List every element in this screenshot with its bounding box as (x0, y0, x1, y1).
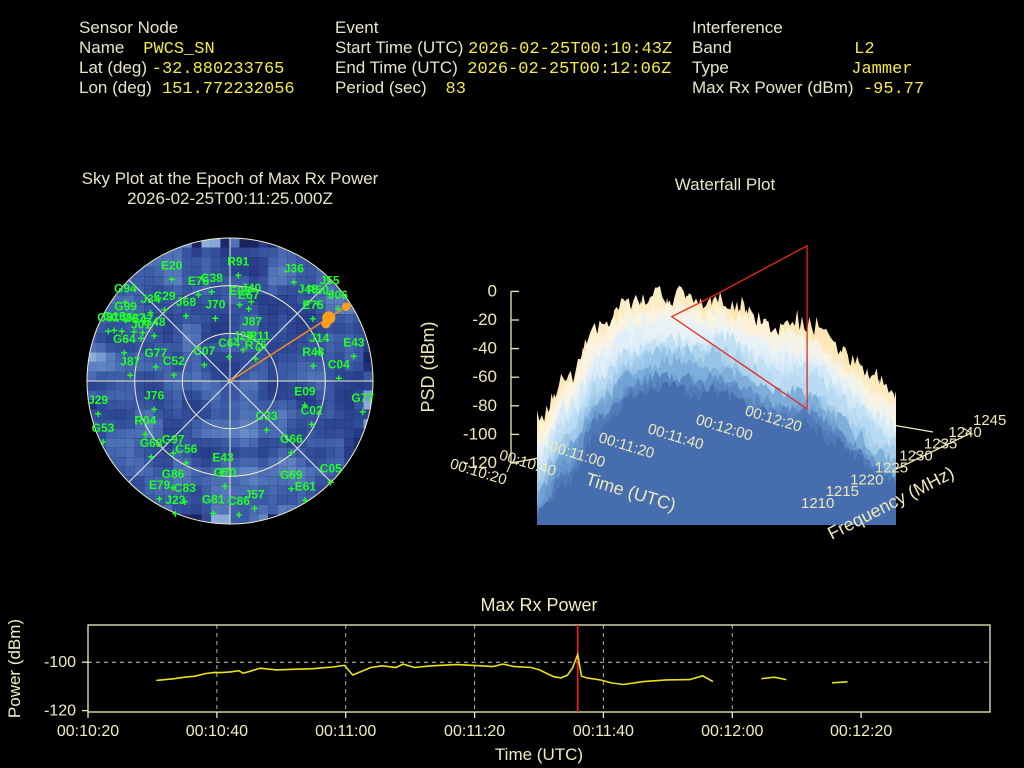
svg-text:00:11:40: 00:11:40 (573, 723, 634, 740)
svg-text:00:10:20: 00:10:20 (57, 723, 119, 740)
svg-text:00:12:20: 00:12:20 (830, 723, 892, 740)
svg-text:-120: -120 (44, 703, 76, 720)
svg-text:Time (UTC): Time (UTC) (495, 745, 583, 764)
svg-text:Max Rx Power: Max Rx Power (480, 595, 597, 615)
svg-text:00:10:40: 00:10:40 (186, 723, 248, 740)
svg-text:Power (dBm): Power (dBm) (5, 619, 24, 718)
svg-text:00:11:20: 00:11:20 (444, 723, 505, 740)
svg-text:00:12:00: 00:12:00 (701, 723, 763, 740)
svg-text:-100: -100 (44, 654, 76, 671)
svg-text:00:11:00: 00:11:00 (315, 723, 376, 740)
